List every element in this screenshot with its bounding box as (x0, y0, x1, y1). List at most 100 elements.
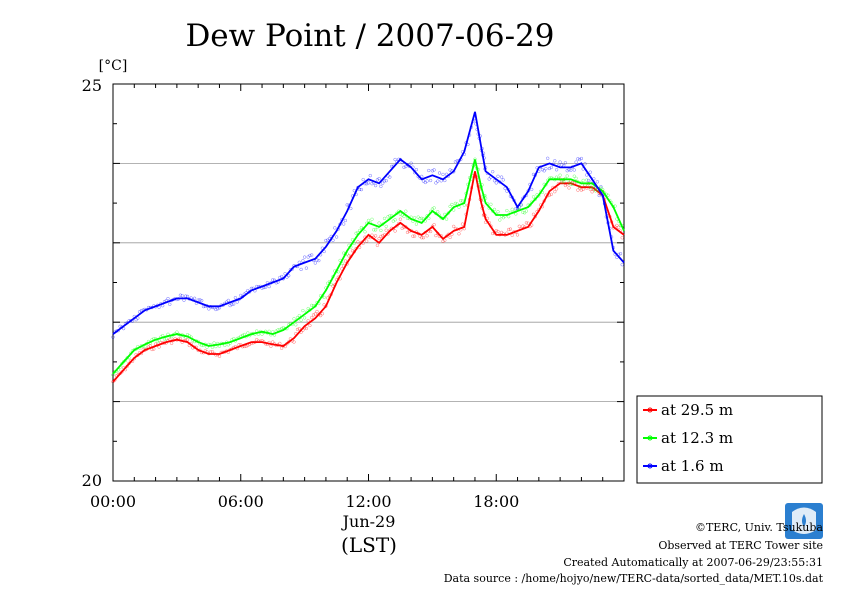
data-point (393, 157, 397, 162)
data-point (507, 227, 511, 232)
data-point (414, 167, 419, 172)
data-point (379, 228, 383, 233)
y-unit-label: [°C] (99, 58, 128, 74)
legend-box (636, 395, 823, 484)
data-point (558, 160, 562, 164)
y-tick-label-20: 20 (82, 471, 102, 490)
data-point (577, 184, 582, 189)
data-point (317, 258, 321, 263)
terc-logo-drop (802, 514, 806, 527)
data-point (370, 182, 374, 186)
data-point (427, 168, 431, 173)
data-point (155, 339, 160, 344)
data-point (384, 228, 388, 232)
data-point (412, 234, 417, 238)
data-point (381, 234, 385, 238)
data-point (553, 159, 557, 163)
data-point (579, 188, 584, 192)
data-point (409, 161, 413, 165)
data-point (402, 214, 406, 219)
data-point (363, 230, 367, 234)
axis-ticks (112, 83, 625, 482)
data-point (372, 228, 376, 232)
data-point (416, 215, 420, 219)
data-point (425, 179, 429, 183)
series-2 (111, 111, 625, 339)
data-point (368, 173, 372, 178)
data-point (404, 164, 408, 169)
data-point (615, 223, 619, 228)
data-point (111, 335, 115, 339)
data-point (501, 178, 505, 182)
plot-frame (112, 83, 625, 482)
data-point (168, 302, 172, 306)
series-line-0 (112, 171, 625, 383)
data-point (427, 216, 431, 220)
data-point (310, 315, 314, 320)
data-point (411, 234, 415, 238)
data-point (432, 206, 436, 210)
y-tick-label-25: 25 (82, 76, 102, 95)
data-point (572, 168, 576, 172)
data-point (444, 217, 449, 221)
data-point (164, 337, 168, 341)
data-point (620, 263, 624, 267)
data-point (460, 199, 465, 203)
data-point (489, 202, 493, 206)
data-point (405, 230, 410, 234)
data-point (576, 157, 580, 161)
data-point (152, 347, 156, 351)
x-tick-label-1800: 18:00 (473, 492, 519, 511)
data-point (214, 307, 218, 312)
data-point (554, 187, 559, 191)
data-point (496, 229, 500, 234)
data-point (354, 231, 358, 235)
data-point (269, 344, 273, 348)
data-point (365, 182, 369, 186)
data-point (180, 294, 184, 298)
data-point (558, 173, 562, 177)
data-point (606, 193, 610, 197)
data-point (524, 209, 529, 213)
data-point (487, 177, 491, 181)
data-point (528, 203, 532, 207)
data-point (540, 168, 545, 172)
data-point (297, 313, 301, 318)
data-point (388, 214, 392, 218)
series-1 (111, 157, 625, 377)
data-point (379, 184, 383, 189)
data-point (531, 195, 536, 199)
data-point (499, 230, 504, 235)
data-point (287, 274, 291, 278)
data-point (412, 216, 417, 220)
data-point (359, 187, 364, 192)
data-point (507, 215, 511, 219)
data-point (331, 238, 335, 242)
data-point (384, 179, 388, 183)
data-point (308, 253, 312, 258)
data-point (494, 229, 498, 233)
data-point (210, 350, 215, 354)
data-point (386, 215, 390, 219)
data-point (570, 182, 575, 186)
x-tick-label-0000: 00:00 (90, 492, 136, 511)
footer-source: Data source : /home/hojyo/new/TERC-data/… (444, 572, 824, 585)
data-point (496, 174, 500, 178)
data-point (308, 323, 312, 328)
data-point (398, 217, 403, 221)
terc-logo (785, 503, 823, 539)
data-point (503, 186, 507, 191)
data-point (217, 354, 222, 358)
data-point (420, 236, 424, 240)
data-point (576, 188, 580, 192)
data-point (599, 185, 603, 189)
data-point (494, 181, 498, 185)
data-point (549, 165, 553, 170)
data-point (448, 235, 452, 240)
data-point (398, 212, 403, 216)
data-point (450, 202, 454, 207)
data-point (292, 317, 296, 321)
data-point (373, 183, 378, 188)
data-point (230, 302, 234, 307)
data-point (301, 259, 305, 263)
